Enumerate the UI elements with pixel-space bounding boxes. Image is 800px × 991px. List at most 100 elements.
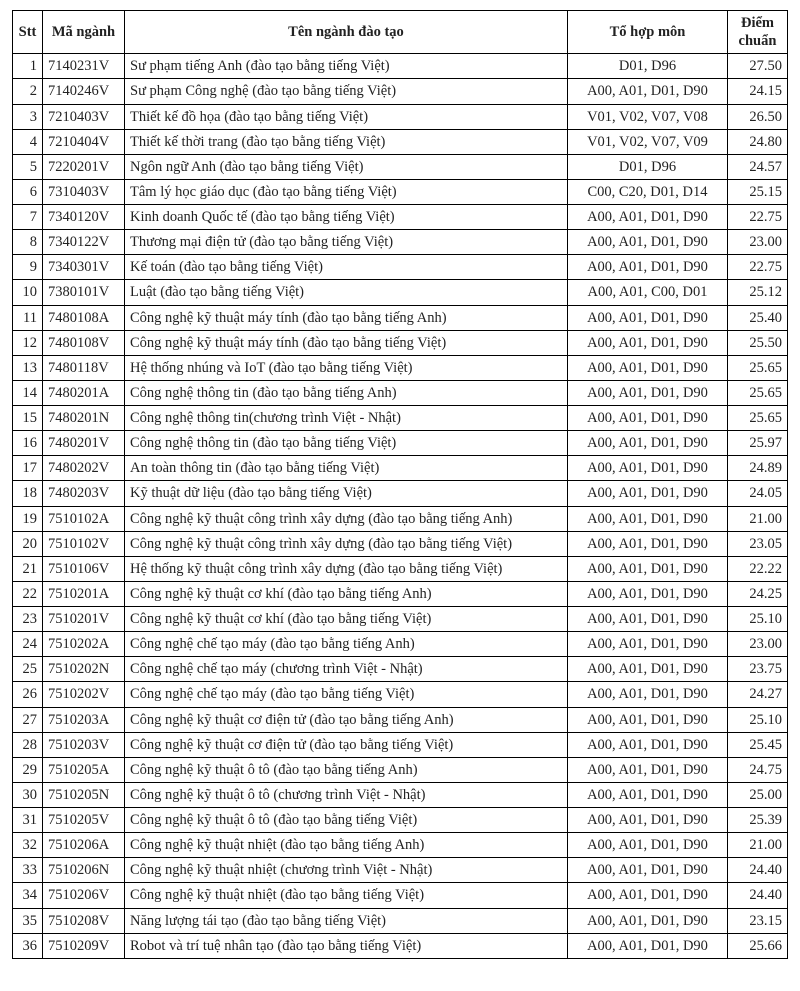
cell-stt: 20 [13, 531, 43, 556]
cell-name: Năng lượng tái tạo (đào tạo bằng tiếng V… [125, 908, 568, 933]
cell-combo: V01, V02, V07, V09 [568, 129, 728, 154]
cell-code: 7510209V [43, 933, 125, 958]
table-row: 167480201VCông nghệ thông tin (đào tạo b… [13, 431, 788, 456]
cell-stt: 34 [13, 883, 43, 908]
cell-score: 22.75 [728, 205, 788, 230]
cell-name: Công nghệ kỹ thuật ô tô (đào tạo bằng ti… [125, 808, 568, 833]
cell-score: 22.75 [728, 255, 788, 280]
cell-name: Công nghệ chế tạo máy (chương trình Việt… [125, 657, 568, 682]
cell-stt: 10 [13, 280, 43, 305]
cell-name: Sư phạm Công nghệ (đào tạo bằng tiếng Vi… [125, 79, 568, 104]
cell-stt: 2 [13, 79, 43, 104]
cell-score: 24.40 [728, 883, 788, 908]
cell-score: 24.89 [728, 456, 788, 481]
col-header-score: Điểm chuẩn [728, 11, 788, 54]
cell-name: Công nghệ chế tạo máy (đào tạo bằng tiến… [125, 682, 568, 707]
cell-name: Công nghệ kỹ thuật nhiệt (đào tạo bằng t… [125, 833, 568, 858]
cell-combo: A00, A01, D01, D90 [568, 255, 728, 280]
cell-stt: 24 [13, 632, 43, 657]
cell-name: Tâm lý học giáo dục (đào tạo bằng tiếng … [125, 179, 568, 204]
cell-combo: A00, A01, D01, D90 [568, 858, 728, 883]
cell-code: 7510106V [43, 556, 125, 581]
table-row: 237510201VCông nghệ kỹ thuật cơ khí (đào… [13, 607, 788, 632]
cell-name: Ngôn ngữ Anh (đào tạo bằng tiếng Việt) [125, 154, 568, 179]
cell-stt: 25 [13, 657, 43, 682]
table-row: 47210404VThiết kế thời trang (đào tạo bằ… [13, 129, 788, 154]
cell-score: 24.80 [728, 129, 788, 154]
cell-name: Thiết kế thời trang (đào tạo bằng tiếng … [125, 129, 568, 154]
cell-combo: A00, A01, D01, D90 [568, 79, 728, 104]
cell-code: 7340120V [43, 205, 125, 230]
cell-stt: 18 [13, 481, 43, 506]
cell-combo: A00, A01, D01, D90 [568, 556, 728, 581]
cell-code: 7510203V [43, 732, 125, 757]
cell-code: 7340122V [43, 230, 125, 255]
cell-combo: A00, A01, D01, D90 [568, 732, 728, 757]
table-row: 267510202VCông nghệ chế tạo máy (đào tạo… [13, 682, 788, 707]
cell-combo: A00, A01, D01, D90 [568, 908, 728, 933]
cell-combo: A00, A01, D01, D90 [568, 230, 728, 255]
table-row: 247510202ACông nghệ chế tạo máy (đào tạo… [13, 632, 788, 657]
cell-combo: A00, A01, D01, D90 [568, 682, 728, 707]
cell-stt: 8 [13, 230, 43, 255]
cell-code: 7510203A [43, 707, 125, 732]
table-row: 207510102VCông nghệ kỹ thuật công trình … [13, 531, 788, 556]
cell-stt: 9 [13, 255, 43, 280]
cell-combo: A00, A01, D01, D90 [568, 305, 728, 330]
cell-name: An toàn thông tin (đào tạo bằng tiếng Vi… [125, 456, 568, 481]
cell-stt: 23 [13, 607, 43, 632]
cell-combo: A00, A01, D01, D90 [568, 707, 728, 732]
table-row: 197510102ACông nghệ kỹ thuật công trình … [13, 506, 788, 531]
cell-stt: 19 [13, 506, 43, 531]
cell-combo: A00, A01, D01, D90 [568, 481, 728, 506]
cell-name: Công nghệ kỹ thuật cơ khí (đào tạo bằng … [125, 581, 568, 606]
cell-stt: 16 [13, 431, 43, 456]
cell-name: Robot và trí tuệ nhân tạo (đào tạo bằng … [125, 933, 568, 958]
cell-name: Công nghệ kỹ thuật công trình xây dựng (… [125, 506, 568, 531]
cell-name: Công nghệ kỹ thuật máy tính (đào tạo bằn… [125, 330, 568, 355]
cell-score: 24.27 [728, 682, 788, 707]
cell-score: 23.15 [728, 908, 788, 933]
table-row: 97340301VKế toán (đào tạo bằng tiếng Việ… [13, 255, 788, 280]
cell-code: 7480108A [43, 305, 125, 330]
table-row: 137480118VHệ thống nhúng và IoT (đào tạo… [13, 355, 788, 380]
cell-score: 24.57 [728, 154, 788, 179]
cell-stt: 27 [13, 707, 43, 732]
table-row: 367510209VRobot và trí tuệ nhân tạo (đào… [13, 933, 788, 958]
cell-score: 24.40 [728, 858, 788, 883]
cell-code: 7510205N [43, 782, 125, 807]
table-row: 157480201NCông nghệ thông tin(chương trì… [13, 406, 788, 431]
cell-stt: 6 [13, 179, 43, 204]
cell-stt: 32 [13, 833, 43, 858]
table-row: 357510208VNăng lượng tái tạo (đào tạo bằ… [13, 908, 788, 933]
cell-score: 23.75 [728, 657, 788, 682]
cell-stt: 17 [13, 456, 43, 481]
cell-score: 25.00 [728, 782, 788, 807]
cell-code: 7510206N [43, 858, 125, 883]
cell-stt: 11 [13, 305, 43, 330]
cell-code: 7510102V [43, 531, 125, 556]
cell-code: 7480202V [43, 456, 125, 481]
cell-code: 7480201N [43, 406, 125, 431]
cell-combo: A00, A01, D01, D90 [568, 355, 728, 380]
table-row: 317510205VCông nghệ kỹ thuật ô tô (đào t… [13, 808, 788, 833]
cell-name: Kế toán (đào tạo bằng tiếng Việt) [125, 255, 568, 280]
cell-score: 27.50 [728, 54, 788, 79]
admission-scores-table: Stt Mã ngành Tên ngành đào tạo Tổ hợp mô… [12, 10, 788, 959]
table-row: 67310403VTâm lý học giáo dục (đào tạo bằ… [13, 179, 788, 204]
cell-score: 24.75 [728, 757, 788, 782]
cell-code: 7220201V [43, 154, 125, 179]
cell-name: Kinh doanh Quốc tế (đào tạo bằng tiếng V… [125, 205, 568, 230]
cell-name: Công nghệ kỹ thuật nhiệt (chương trình V… [125, 858, 568, 883]
cell-name: Sư phạm tiếng Anh (đào tạo bằng tiếng Vi… [125, 54, 568, 79]
cell-score: 25.15 [728, 179, 788, 204]
cell-score: 25.10 [728, 607, 788, 632]
cell-score: 25.12 [728, 280, 788, 305]
table-row: 147480201ACông nghệ thông tin (đào tạo b… [13, 380, 788, 405]
cell-combo: A00, A01, D01, D90 [568, 506, 728, 531]
cell-score: 21.00 [728, 506, 788, 531]
table-row: 57220201VNgôn ngữ Anh (đào tạo bằng tiến… [13, 154, 788, 179]
cell-code: 7480203V [43, 481, 125, 506]
cell-stt: 36 [13, 933, 43, 958]
cell-code: 7510201A [43, 581, 125, 606]
